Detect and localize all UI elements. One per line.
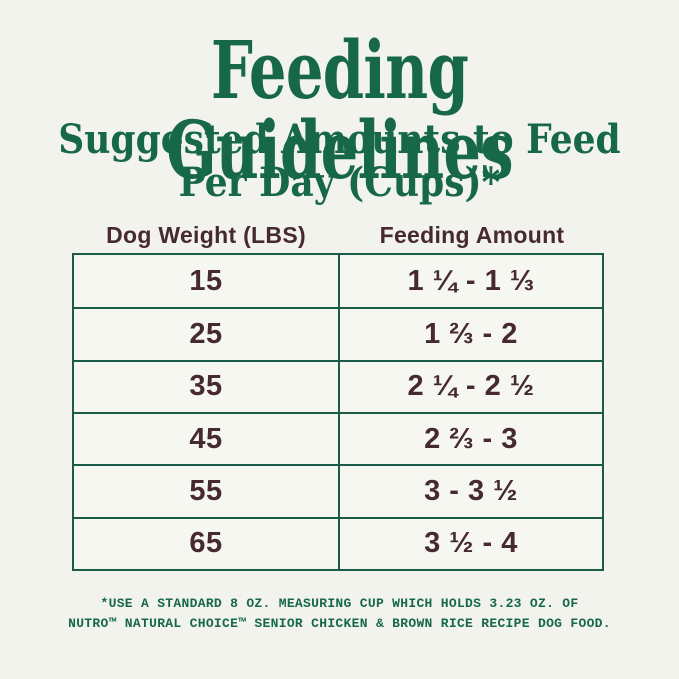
footnote-line-2: NUTRO™ NATURAL CHOICE™ SENIOR CHICKEN & … [68, 616, 611, 631]
weight-cell: 35 [74, 359, 340, 412]
table-column-headers: Dog Weight (LBS) Feeding Amount [72, 219, 604, 249]
amount-cell: 3 - 3 ½ [340, 464, 602, 516]
page-title: Feeding Guidelines [166, 23, 513, 197]
amount-cell: 1 ¼ - 1 ⅓ [407, 264, 535, 297]
amount-cell: 3 ½ - 4 [340, 516, 602, 569]
amount-cell: 2 ¼ - 2 ½ [340, 359, 602, 412]
feeding-table: 15 1 ¼ - 1 ⅓ 25 1 ⅔ - 2 35 2 ¼ - 2 ½ 45 … [72, 253, 604, 571]
weight-cell: 45 [74, 411, 340, 465]
weight-cell: 15 [74, 255, 340, 308]
footnote-line-1: *USE A STANDARD 8 OZ. MEASURING CUP WHIC… [100, 596, 579, 611]
amount-cell: 1 ⅔ - 2 [340, 307, 602, 359]
amount-cell: 2 ⅔ - 3 [340, 411, 602, 464]
column-header-feeding-amount: Feeding Amount [379, 222, 565, 248]
weight-cell: 55 [74, 464, 340, 517]
weight-cell: 25 [74, 307, 340, 360]
column-header-dog-weight: Dog Weight (LBS) [106, 222, 306, 248]
page-subtitle: Suggested Amounts to Feed Per Day (Cups)… [34, 118, 645, 204]
measuring-cup-footnote: *USE A STANDARD 8 OZ. MEASURING CUP WHIC… [0, 594, 679, 634]
subtitle-line-2: Per Day (Cups)* [178, 159, 501, 207]
subtitle-line-1: Suggested Amounts to Feed [58, 116, 621, 163]
weight-cell: 65 [74, 516, 340, 569]
